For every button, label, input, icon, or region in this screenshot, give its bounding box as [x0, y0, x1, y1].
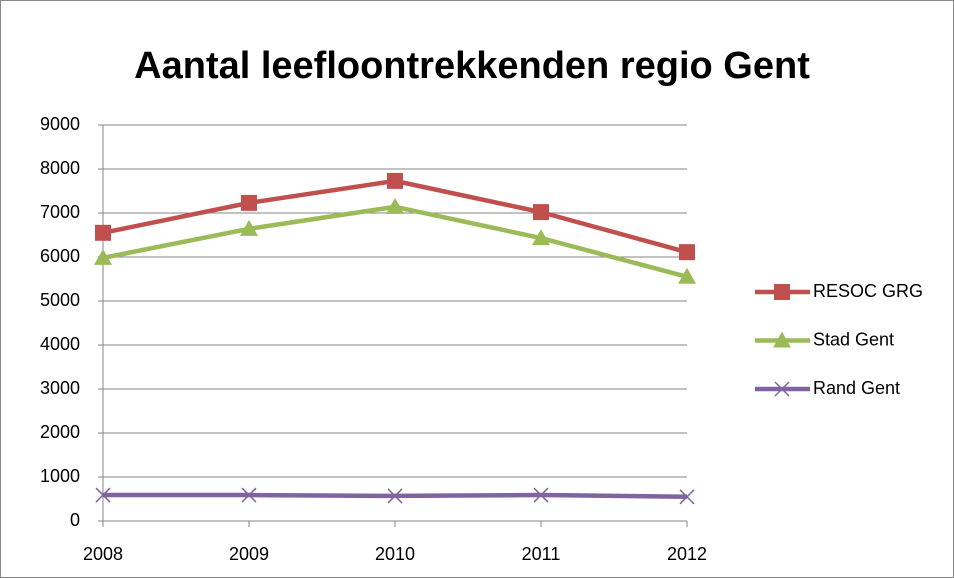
marker	[387, 488, 403, 504]
y-tick-label: 3000	[40, 378, 80, 398]
y-tick-label: 4000	[40, 334, 80, 354]
x-tick-label: 2009	[229, 544, 269, 564]
legend-label: RESOC GRG	[813, 281, 923, 301]
marker	[94, 248, 112, 265]
marker	[678, 267, 696, 284]
marker	[679, 244, 695, 261]
x-tick-label: 2011	[522, 544, 561, 564]
marker	[240, 219, 258, 236]
y-tick-label: 6000	[40, 246, 80, 266]
marker	[386, 197, 404, 214]
marker	[241, 487, 257, 503]
marker	[774, 381, 790, 397]
chart-title: Aantal leefloontrekkenden regio Gent	[134, 45, 810, 87]
y-tick-label: 8000	[40, 158, 80, 178]
y-tick-label: 9000	[40, 114, 80, 134]
marker	[532, 229, 550, 246]
y-tick-label: 0	[70, 510, 80, 530]
marker	[533, 487, 549, 503]
marker	[95, 224, 111, 241]
marker	[95, 487, 111, 503]
marker	[774, 284, 790, 300]
x-tick-label: 2010	[375, 544, 415, 564]
marker	[679, 489, 695, 505]
marker	[533, 204, 549, 221]
y-tick-label: 2000	[40, 422, 80, 442]
legend-label: Rand Gent	[813, 378, 900, 398]
marker	[241, 194, 257, 211]
x-tick-label: 2008	[83, 544, 123, 564]
marker	[387, 172, 403, 189]
y-tick-label: 5000	[40, 290, 80, 310]
x-tick-label: 2012	[667, 544, 707, 564]
y-tick-label: 7000	[40, 202, 80, 222]
y-tick-label: 1000	[40, 466, 80, 486]
marker	[773, 331, 791, 348]
legend-label: Stad Gent	[813, 329, 894, 349]
